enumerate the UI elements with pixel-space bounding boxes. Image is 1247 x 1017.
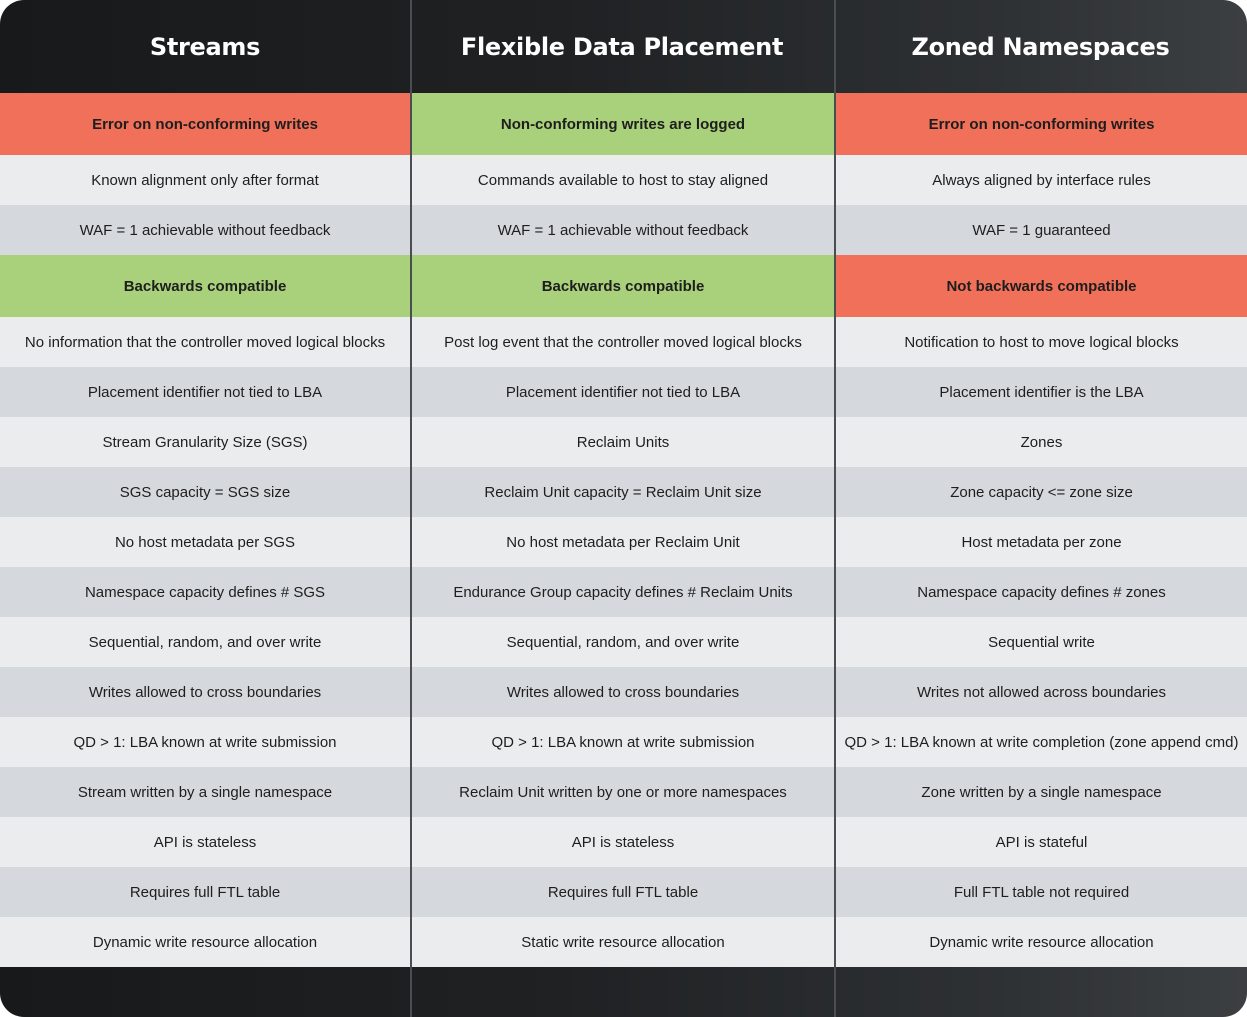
table-row: No information that the controller moved…: [0, 317, 1247, 367]
cell-streams: Stream Granularity Size (SGS): [0, 417, 410, 467]
cell-zns: QD > 1: LBA known at write completion (z…: [834, 717, 1247, 767]
cell-streams: No information that the controller moved…: [0, 317, 410, 367]
cell-fdp: Placement identifier not tied to LBA: [410, 367, 834, 417]
cell-zns: Zone written by a single namespace: [834, 767, 1247, 817]
table-row: Writes allowed to cross boundaries Writes…: [0, 667, 1247, 717]
table-row: Stream written by a single namespace Recl…: [0, 767, 1247, 817]
table-row: Placement identifier not tied to LBA Plac…: [0, 367, 1247, 417]
cell-fdp: Reclaim Unit capacity = Reclaim Unit siz…: [410, 467, 834, 517]
cell-streams: Error on non-conforming writes: [0, 93, 410, 155]
cell-streams: API is stateless: [0, 817, 410, 867]
cell-streams: Requires full FTL table: [0, 867, 410, 917]
cell-zns: Zones: [834, 417, 1247, 467]
table-row: Namespace capacity defines # SGS Enduranc…: [0, 567, 1247, 617]
table-row: WAF = 1 achievable without feedback WAF =…: [0, 205, 1247, 255]
table-row: Stream Granularity Size (SGS) Reclaim Uni…: [0, 417, 1247, 467]
cell-streams: Placement identifier not tied to LBA: [0, 367, 410, 417]
cell-streams: Backwards compatible: [0, 255, 410, 317]
cell-zns: Dynamic write resource allocation: [834, 917, 1247, 967]
cell-streams: Namespace capacity defines # SGS: [0, 567, 410, 617]
table-footer: [0, 967, 1247, 1017]
cell-fdp: Reclaim Units: [410, 417, 834, 467]
cell-fdp: Commands available to host to stay align…: [410, 155, 834, 205]
cell-zns: Host metadata per zone: [834, 517, 1247, 567]
cell-fdp: Backwards compatible: [410, 255, 834, 317]
table-row: Known alignment only after format Command…: [0, 155, 1247, 205]
cell-fdp: API is stateless: [410, 817, 834, 867]
header-streams: Streams: [149, 32, 261, 61]
cell-fdp: Static write resource allocation: [410, 917, 834, 967]
cell-zns: Writes not allowed across boundaries: [834, 667, 1247, 717]
cell-fdp: QD > 1: LBA known at write submission: [410, 717, 834, 767]
cell-zns: Placement identifier is the LBA: [834, 367, 1247, 417]
table-row: Dynamic write resource allocation Static …: [0, 917, 1247, 967]
cell-zns: Sequential write: [834, 617, 1247, 667]
cell-fdp: Post log event that the controller moved…: [410, 317, 834, 367]
cell-streams: Dynamic write resource allocation: [0, 917, 410, 967]
highlight-row: Backwards compatible Backwards compatible…: [0, 255, 1247, 317]
header-zoned-namespaces: Zoned Namespaces: [911, 32, 1170, 61]
cell-streams: Known alignment only after format: [0, 155, 410, 205]
cell-zns: WAF = 1 guaranteed: [834, 205, 1247, 255]
cell-zns: Not backwards compatible: [834, 255, 1247, 317]
table-row: No host metadata per SGS No host metadata…: [0, 517, 1247, 567]
cell-streams: Sequential, random, and over write: [0, 617, 410, 667]
cell-zns: Zone capacity <= zone size: [834, 467, 1247, 517]
cell-zns: Namespace capacity defines # zones: [834, 567, 1247, 617]
cell-zns: Error on non-conforming writes: [834, 93, 1247, 155]
highlight-row: Error on non-conforming writes Non-confor…: [0, 93, 1247, 155]
cell-zns: Always aligned by interface rules: [834, 155, 1247, 205]
cell-zns: Full FTL table not required: [834, 867, 1247, 917]
cell-fdp: Writes allowed to cross boundaries: [410, 667, 834, 717]
cell-streams: Stream written by a single namespace: [0, 767, 410, 817]
cell-zns: API is stateful: [834, 817, 1247, 867]
cell-fdp: Endurance Group capacity defines # Recla…: [410, 567, 834, 617]
cell-fdp: Non-conforming writes are logged: [410, 93, 834, 155]
column-divider: [410, 0, 412, 1017]
cell-fdp: No host metadata per Reclaim Unit: [410, 517, 834, 567]
cell-fdp: WAF = 1 achievable without feedback: [410, 205, 834, 255]
table-header: Streams Flexible Data Placement Zoned Na…: [0, 0, 1247, 93]
cell-zns: Notification to host to move logical blo…: [834, 317, 1247, 367]
cell-streams: SGS capacity = SGS size: [0, 467, 410, 517]
table-row: API is stateless API is stateless API is s…: [0, 817, 1247, 867]
cell-fdp: Requires full FTL table: [410, 867, 834, 917]
column-divider: [834, 0, 836, 1017]
table-row: QD > 1: LBA known at write submission QD …: [0, 717, 1247, 767]
cell-fdp: Reclaim Unit written by one or more name…: [410, 767, 834, 817]
table-body: Error on non-conforming writes Non-confor…: [0, 93, 1247, 967]
cell-streams: QD > 1: LBA known at write submission: [0, 717, 410, 767]
table-row: SGS capacity = SGS size Reclaim Unit capa…: [0, 467, 1247, 517]
cell-streams: No host metadata per SGS: [0, 517, 410, 567]
table-row: Sequential, random, and over write Sequen…: [0, 617, 1247, 667]
cell-streams: WAF = 1 achievable without feedback: [0, 205, 410, 255]
table-row: Requires full FTL table Requires full FTL…: [0, 867, 1247, 917]
cell-fdp: Sequential, random, and over write: [410, 617, 834, 667]
cell-streams: Writes allowed to cross boundaries: [0, 667, 410, 717]
header-flexible-data-placement: Flexible Data Placement: [460, 32, 784, 61]
